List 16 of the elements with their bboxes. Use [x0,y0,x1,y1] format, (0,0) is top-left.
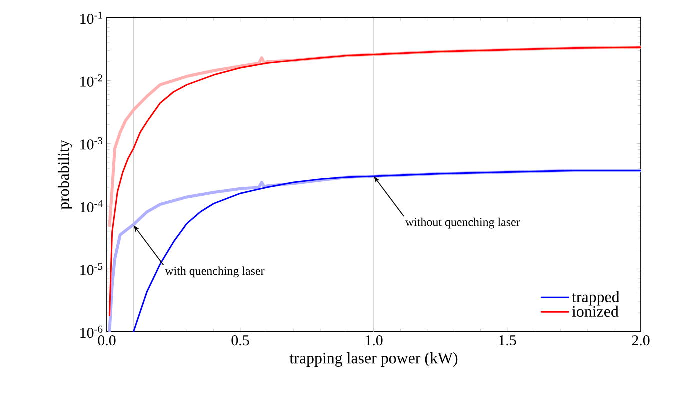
x-tick-label: 1.5 [499,336,516,346]
x-tick-label: 0.0 [98,336,116,346]
x-tick-label: 1.0 [366,336,383,346]
x-axis-title: trapping laser power (kW) [290,352,458,368]
legend-label: ionized [572,306,619,318]
y-tick-label: 10$^{-1}$ [80,12,102,24]
x-tick-label: 2.0 [632,336,650,346]
annotation: without quenching laser [405,218,520,229]
y-tick-label: 10$^{-3}$ [80,137,103,150]
y-tick-label: 10$^{-5}$ [80,263,103,276]
y-tick-label: 10$^{-4}$ [80,200,103,213]
x-tick-label: 0.5 [232,336,250,346]
legend-label: trapped [572,291,620,306]
y-tick-label: 10$^{-2}$ [80,74,102,87]
y-axis-title: probability [58,140,72,210]
annotation: with quenching laser [165,266,265,278]
